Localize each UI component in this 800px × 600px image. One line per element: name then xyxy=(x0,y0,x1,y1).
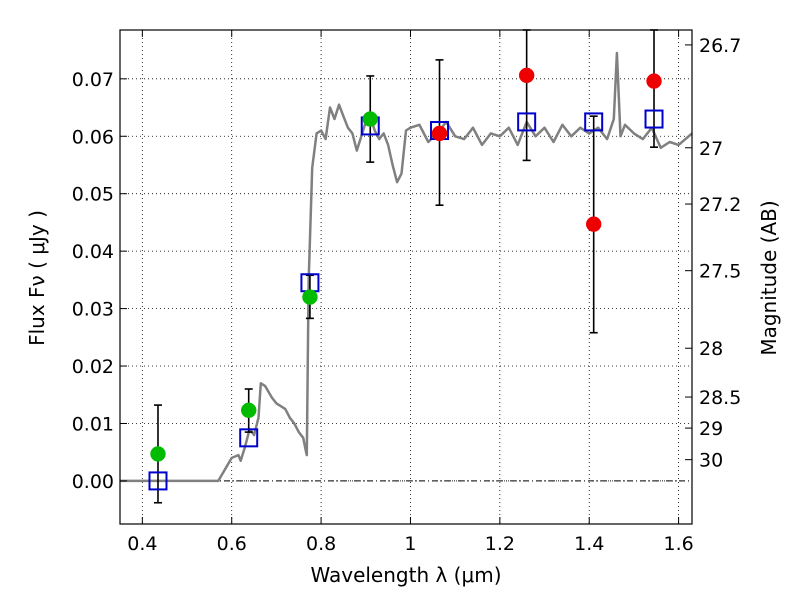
y-tick-label: 0.00 xyxy=(72,471,114,493)
observed-point-circle xyxy=(431,125,448,142)
model-point-square xyxy=(148,471,168,491)
observed-point-circle xyxy=(302,289,318,305)
x-tick-label: 1.2 xyxy=(485,533,515,555)
y2-tick-label: 27 xyxy=(699,138,723,160)
y-tick-label: 0.02 xyxy=(72,356,114,378)
model-point-square xyxy=(517,112,537,132)
data-markers xyxy=(148,67,664,491)
y2-axis-label: Magnitude (AB) xyxy=(757,200,781,355)
y2-tick-label: 30 xyxy=(699,450,723,472)
y-axis-label: Flux Fν ( μJy ) xyxy=(25,210,49,346)
y-tick-label: 0.01 xyxy=(72,413,114,435)
observed-point-circle xyxy=(518,67,535,84)
y-tick-label: 0.04 xyxy=(72,241,114,263)
y2-tick-label: 28.5 xyxy=(699,387,741,409)
y-tick-label: 0.06 xyxy=(72,126,114,148)
x-tick-label: 0.6 xyxy=(217,533,247,555)
observed-point-circle xyxy=(150,446,166,462)
observed-point-circle xyxy=(362,111,378,127)
x-tick-label: 0.4 xyxy=(127,533,157,555)
observed-point-circle xyxy=(240,402,257,419)
x-tick-label: 1 xyxy=(404,533,416,555)
axis-ticks: 0.4 0.6 0.8 1 1.2 1.4 1.6 0.00 0.01 0.02 0.03 0.04 0… xyxy=(72,30,741,555)
x-tick-label: 1.6 xyxy=(663,533,693,555)
y-tick-label: 0.05 xyxy=(72,184,114,206)
y2-tick-label: 26.7 xyxy=(699,35,741,57)
model-point-square xyxy=(644,109,664,129)
observed-point-circle xyxy=(585,216,602,232)
model-point-square xyxy=(584,112,604,132)
x-axis-label: Wavelength λ (μm) xyxy=(310,563,501,587)
y2-tick-label: 29 xyxy=(699,418,723,440)
grid-lines xyxy=(120,30,692,524)
y-tick-label: 0.03 xyxy=(72,299,114,321)
y2-tick-label: 28 xyxy=(699,338,723,360)
x-tick-label: 0.8 xyxy=(306,533,336,555)
y2-tick-label: 27.5 xyxy=(699,261,741,283)
observed-point-circle xyxy=(646,73,662,89)
model-spectrum-line xyxy=(120,51,693,483)
y-tick-label: 0.07 xyxy=(72,69,114,91)
plot-frame xyxy=(119,29,693,525)
model-point-square xyxy=(239,428,259,448)
y2-tick-label: 27.2 xyxy=(699,194,741,216)
x-tick-label: 1.4 xyxy=(574,533,604,555)
